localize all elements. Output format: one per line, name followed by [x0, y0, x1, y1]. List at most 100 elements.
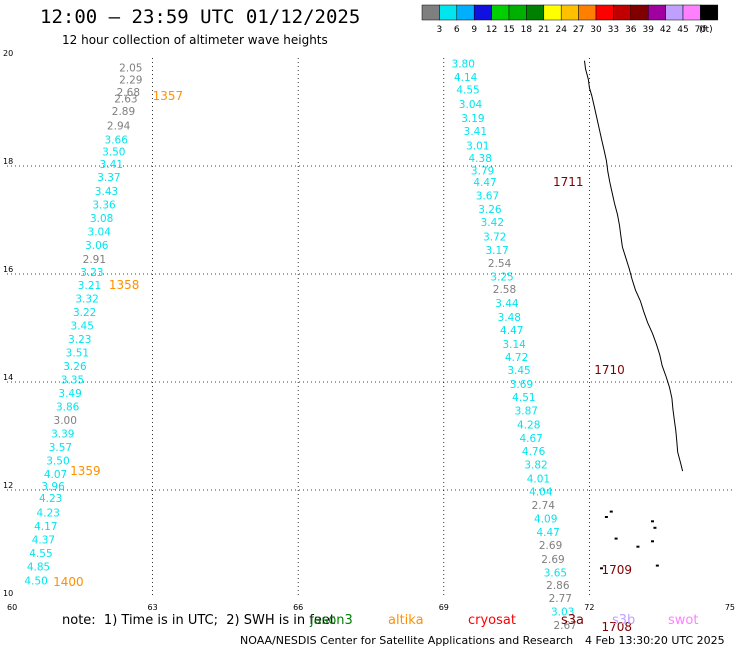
legend-label: 6 — [454, 25, 460, 35]
mission-jason3: jason3 — [310, 613, 353, 628]
wave-height-label: 3.50 — [46, 455, 69, 467]
wave-height-label: 3.57 — [49, 442, 72, 454]
legend-swatch — [473, 4, 492, 21]
wave-height-label: 3.69 — [510, 379, 533, 391]
wave-height-label: 4.09 — [534, 514, 557, 526]
legend-swatch — [439, 4, 458, 21]
pass-time-label: 1709 — [602, 563, 633, 577]
wave-height-label: 4.38 — [469, 153, 492, 165]
wave-height-label: 2.77 — [549, 593, 572, 605]
pass-time-label: 1359 — [70, 464, 101, 478]
wave-height-label: 4.76 — [522, 446, 546, 458]
wave-height-label: 3.26 — [478, 204, 502, 216]
wave-height-label: 4.01 — [527, 474, 550, 486]
wave-height-label: 2.67 — [553, 620, 576, 632]
wave-height-label: 3.19 — [461, 113, 484, 125]
legend-label: 12 — [486, 25, 497, 35]
axes: 60 63 66 69 72 75 10 12 14 16 18 20 — [3, 49, 735, 612]
island-mark — [650, 540, 654, 543]
wave-height-label: 2.89 — [112, 106, 135, 118]
wave-height-label: 3.32 — [75, 293, 98, 305]
legend-label: 33 — [608, 25, 619, 35]
wave-height-label: 4.67 — [519, 433, 542, 445]
wave-height-label: 3.45 — [71, 320, 94, 332]
wave-height-label: 3.82 — [524, 460, 547, 472]
wave-height-label: 4.37 — [32, 535, 55, 547]
legend-label: 42 — [660, 25, 671, 35]
pass-time-label: 1400 — [53, 575, 84, 589]
wave-height-label: 4.14 — [454, 72, 478, 84]
wave-height-label: 4.04 — [529, 487, 553, 499]
wave-height-label: 2.91 — [83, 254, 106, 266]
wave-height-label: 3.22 — [73, 307, 96, 319]
coastline — [584, 60, 684, 570]
legend-label: 3 — [437, 25, 443, 35]
y-tick-label: 14 — [3, 373, 13, 382]
wave-height-label: 3.23 — [68, 334, 91, 346]
island-mark — [614, 537, 618, 540]
wave-height-label: 2.68 — [117, 87, 140, 99]
wave-height-label: 4.23 — [39, 493, 62, 505]
island-mark — [655, 564, 659, 567]
pass-time-label: 1710 — [594, 363, 625, 377]
mission-cryosat: cryosat — [468, 613, 516, 628]
wave-height-label: 3.00 — [54, 415, 77, 427]
wave-height-label: 4.47 — [536, 527, 559, 539]
wave-height-label: 2.86 — [546, 580, 570, 592]
x-tick-label: 66 — [293, 603, 303, 612]
wave-height-label: 4.72 — [505, 352, 528, 364]
x-tick-label: 60 — [7, 603, 17, 612]
wave-height-label: 2.29 — [119, 75, 142, 87]
x-tick-label: 72 — [584, 603, 594, 612]
wave-height-label: 3.96 — [41, 481, 65, 493]
wave-height-label: 4.17 — [34, 521, 57, 533]
wave-height-label: 3.06 — [85, 240, 109, 252]
wave-height-label: 3.42 — [481, 217, 504, 229]
legend-label: 9 — [471, 25, 477, 35]
legend-swatch — [700, 4, 719, 21]
wave-height-label: 3.72 — [483, 232, 506, 244]
x-tick-label: 75 — [725, 603, 735, 612]
wave-height-label: 3.51 — [66, 347, 89, 359]
wave-height-label: 3.45 — [507, 365, 530, 377]
legend-swatch — [647, 4, 666, 21]
legend-swatch — [665, 4, 684, 21]
wave-height-label: 3.17 — [485, 245, 508, 257]
data-points: 2.052.292.682.632.892.943.663.503.413.37… — [24, 58, 576, 632]
x-tick-label: 69 — [439, 603, 449, 612]
mission-s3a: s3a — [561, 613, 585, 628]
x-tick-label: 63 — [148, 603, 158, 612]
wave-height-label: 3.44 — [495, 298, 519, 310]
legend-swatch — [560, 4, 579, 21]
legend-swatch — [630, 4, 649, 21]
wave-height-label: 4.47 — [500, 325, 523, 337]
footer-timestamp: 4 Feb 13:30:20 UTC 2025 — [585, 634, 725, 647]
pass-time-label: 1358 — [109, 278, 140, 292]
wave-height-label: 4.55 — [456, 84, 479, 96]
wave-height-label: 3.86 — [56, 401, 80, 413]
pass-time-label: 1708 — [602, 620, 633, 634]
legend-swatch — [421, 4, 440, 21]
wave-height-label: 3.50 — [102, 146, 125, 158]
color-legend: 3 6 9 12 15 18 21 24 27 30 33 36 39 42 45 70(ft) — [421, 4, 719, 35]
wave-height-label: 3.80 — [452, 58, 475, 70]
y-tick-label: 12 — [3, 481, 13, 490]
wave-height-label: 3.04 — [459, 99, 483, 111]
y-tick-label: 20 — [3, 49, 13, 58]
wave-height-label: 2.63 — [114, 94, 137, 106]
legend-swatch — [456, 4, 475, 21]
coastline-path — [584, 60, 684, 472]
wave-height-label: 4.47 — [473, 177, 496, 189]
wave-height-label: 3.26 — [63, 361, 87, 373]
island-mark — [604, 516, 608, 518]
grid — [7, 58, 735, 598]
legend-unit: (ft) — [699, 25, 713, 35]
legend-label: 27 — [573, 25, 584, 35]
legend-swatch — [595, 4, 614, 21]
legend-swatch — [682, 4, 701, 21]
y-tick-label: 10 — [3, 589, 13, 598]
legend-swatch — [578, 4, 597, 21]
wave-height-label: 3.25 — [490, 272, 513, 284]
wave-height-label: 2.69 — [541, 554, 564, 566]
